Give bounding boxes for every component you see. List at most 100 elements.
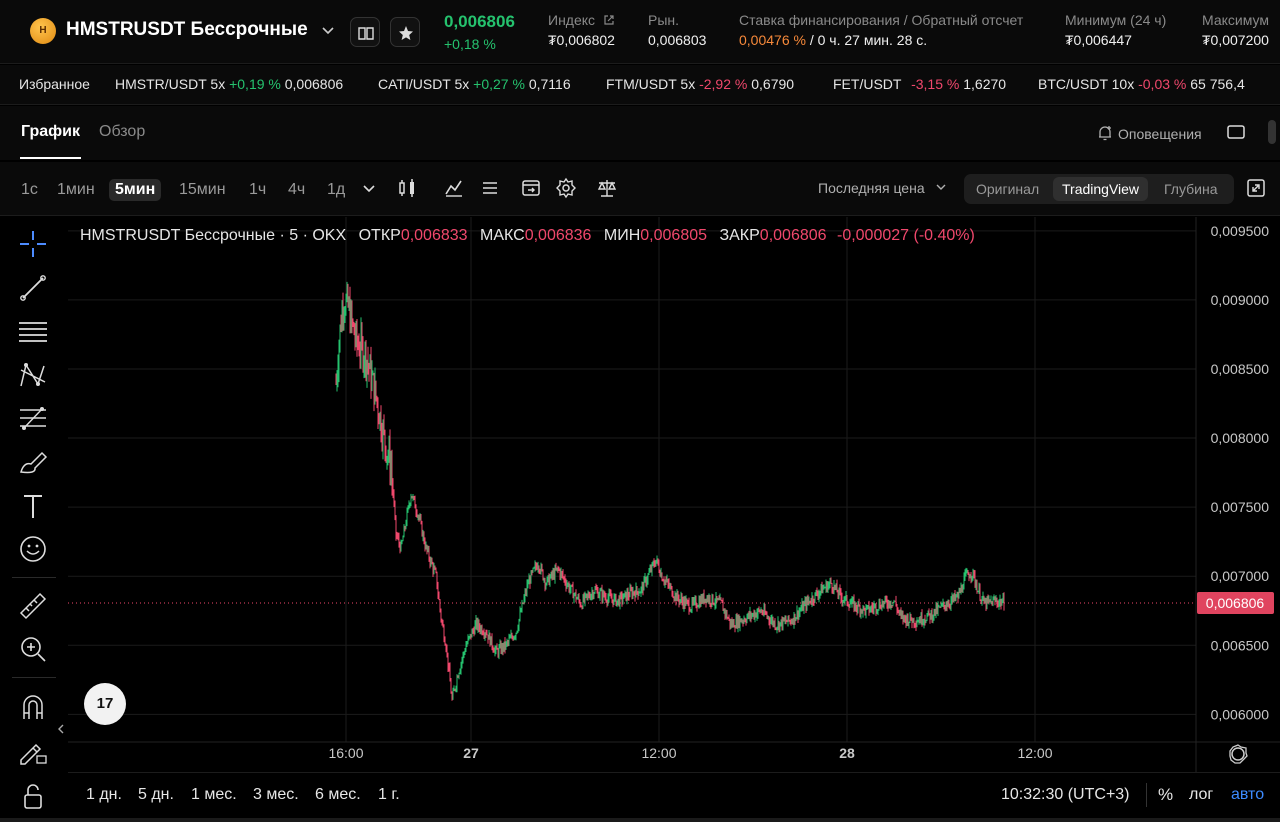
view-switcher: Оригинал TradingView Глубина: [964, 174, 1234, 204]
price-type-select[interactable]: Последняя цена: [818, 180, 947, 196]
scroll-handle[interactable]: [1268, 120, 1276, 144]
range-1m[interactable]: 1 мес.: [191, 786, 237, 803]
ticker-item[interactable]: FTM/USDT 5x -2,92 % 0,6790: [606, 76, 795, 92]
favorite-star-icon[interactable]: [390, 17, 420, 47]
unlock-icon[interactable]: [16, 779, 50, 813]
legend-title: HMSTRUSDT Бессрочные · 5 · OKX: [80, 227, 347, 244]
candlestick-chart[interactable]: 0,009500 0,009000 0,008500 0,008000 0,007500…: [68, 217, 1280, 772]
view-depth[interactable]: Глубина: [1164, 181, 1218, 197]
close-value: 0,006806: [759, 227, 827, 244]
brush-icon[interactable]: [16, 445, 50, 479]
open-value: 0,006833: [400, 227, 468, 244]
view-tabs: График Обзор Оповещения: [0, 106, 1280, 160]
axis-settings-gear-icon[interactable]: [1229, 744, 1248, 764]
price-change: +0,18 %: [444, 36, 496, 52]
zoom-in-icon[interactable]: [16, 632, 50, 666]
chevron-down-icon[interactable]: [320, 22, 336, 38]
y-tick-label: 0,008500: [1211, 361, 1270, 377]
funding-countdown: / 0 ч. 27 мин. 28 с.: [809, 32, 928, 48]
clock-timezone[interactable]: 10:32:30 (UTC+3): [1001, 786, 1130, 803]
ticker-item[interactable]: FET/USDT -3,15 % 1,6270: [833, 76, 1007, 92]
low-label: Минимум (24 ч): [1065, 12, 1167, 28]
y-tick-label: 0,006500: [1211, 637, 1270, 653]
candle-type-icon[interactable]: [396, 177, 418, 199]
tools-divider: [12, 577, 56, 578]
y-tick-label: 0,007000: [1211, 568, 1270, 584]
range-5d[interactable]: 5 дн.: [138, 786, 174, 803]
low-value: ₮0,006447: [1065, 32, 1132, 48]
range-1y[interactable]: 1 г.: [378, 786, 400, 803]
high-24h: Максимум ₮0,007200: [1202, 12, 1269, 48]
y-tick-label: 0,006000: [1211, 706, 1270, 722]
fullscreen-icon[interactable]: [1245, 177, 1267, 199]
market-header: H HMSTRUSDT Бессрочные 0,006806 +0,18 % …: [0, 0, 1280, 64]
emoji-icon[interactable]: [16, 532, 50, 566]
timeframe-more-chevron-icon[interactable]: [358, 177, 380, 199]
ticker-item[interactable]: HMSTR/USDT 5x +0,19 % 0,006806: [115, 76, 344, 92]
external-link-icon[interactable]: [603, 14, 615, 26]
trend-line-icon[interactable]: [16, 271, 50, 305]
range-6m[interactable]: 6 мес.: [315, 786, 361, 803]
timeframe-1h[interactable]: 1ч: [249, 181, 267, 198]
indicators-icon[interactable]: [443, 177, 465, 199]
crosshair-icon[interactable]: [16, 227, 50, 261]
fib-tool-icon[interactable]: [16, 401, 50, 435]
layout-icon[interactable]: [1226, 123, 1246, 141]
view-original[interactable]: Оригинал: [976, 181, 1040, 197]
tradingview-logo[interactable]: 17: [84, 683, 126, 725]
x-tick-label: 16:00: [328, 745, 363, 761]
range-3m[interactable]: 3 мес.: [253, 786, 299, 803]
ticker-item[interactable]: BTC/USDT 10x -0,03 % 65 756,4: [1038, 76, 1245, 92]
text-tool-icon[interactable]: [16, 489, 50, 523]
tools-divider: [12, 677, 56, 678]
favorites-ticker: Избранное HMSTR/USDT 5x +0,19 % 0,006806…: [0, 65, 1280, 105]
percent-scale-toggle[interactable]: %: [1158, 785, 1174, 804]
x-tick-label: 12:00: [1017, 745, 1052, 761]
low-label: МИН: [603, 227, 641, 244]
timeframe-1m[interactable]: 1мин: [57, 181, 95, 198]
axis-settings-gear-icon[interactable]: [1231, 747, 1245, 761]
settings-gear-icon[interactable]: [555, 177, 577, 199]
pair-title[interactable]: HMSTRUSDT Бессрочные: [66, 19, 308, 40]
magnet-icon[interactable]: [16, 691, 50, 725]
horizontal-lines-icon[interactable]: [16, 314, 50, 348]
auto-scale-toggle[interactable]: авто: [1231, 786, 1265, 803]
mark-value: 0,006803: [648, 32, 707, 48]
tab-chart[interactable]: График: [21, 123, 80, 140]
pencil-lock-icon[interactable]: [16, 734, 50, 768]
tab-overview[interactable]: Обзор: [99, 123, 146, 140]
x-tick-label: 12:00: [641, 745, 676, 761]
timeframe-4h[interactable]: 4ч: [288, 181, 306, 198]
chart-toolbar: 1с 1мин 5мин 15мин 1ч 4ч 1д Последняя це…: [0, 162, 1280, 216]
funding-value: 0,00476 % / 0 ч. 27 мин. 28 с.: [739, 32, 1023, 48]
timeframe-5m[interactable]: 5мин: [109, 179, 162, 201]
high-value: ₮0,007200: [1202, 32, 1269, 48]
alerts-button[interactable]: Оповещения: [1096, 124, 1202, 142]
timeframe-1s[interactable]: 1с: [21, 181, 38, 198]
ruler-icon[interactable]: [16, 589, 50, 623]
chevron-down-icon: [936, 184, 946, 190]
list-icon[interactable]: [479, 177, 501, 199]
current-price-label: 0,006806: [1206, 595, 1265, 611]
timeframe-15m[interactable]: 15мин: [179, 181, 226, 198]
log-scale-toggle[interactable]: лог: [1189, 786, 1214, 803]
book-icon[interactable]: [350, 17, 380, 47]
chart-legend: HMSTRUSDT Бессрочные · 5 · OKX ОТКР0,006…: [80, 227, 975, 245]
index-value: ₮0,006802: [548, 32, 615, 48]
y-tick-label: 0,009000: [1211, 292, 1270, 308]
high-label: МАКС: [480, 227, 525, 244]
collapse-arrow-icon[interactable]: [56, 722, 66, 736]
bottom-edge: [0, 818, 1280, 822]
pattern-icon[interactable]: [16, 358, 50, 392]
timeframe-1d[interactable]: 1д: [327, 181, 346, 198]
index-price: Индекс ₮0,006802: [548, 12, 615, 48]
ticker-item[interactable]: CATI/USDT 5x +0,27 % 0,7116: [378, 76, 571, 92]
current-price-tag: [1197, 592, 1274, 615]
active-tab-indicator: [20, 157, 81, 159]
range-1d[interactable]: 1 дн.: [86, 786, 122, 803]
scales-icon[interactable]: [596, 177, 618, 199]
view-tradingview[interactable]: TradingView: [1053, 177, 1149, 201]
price-chart[interactable]: 0,009500 0,009000 0,008500 0,008000 0,007500…: [68, 217, 1280, 772]
chart-background: [68, 217, 1280, 772]
calendar-replay-icon[interactable]: [520, 177, 542, 199]
